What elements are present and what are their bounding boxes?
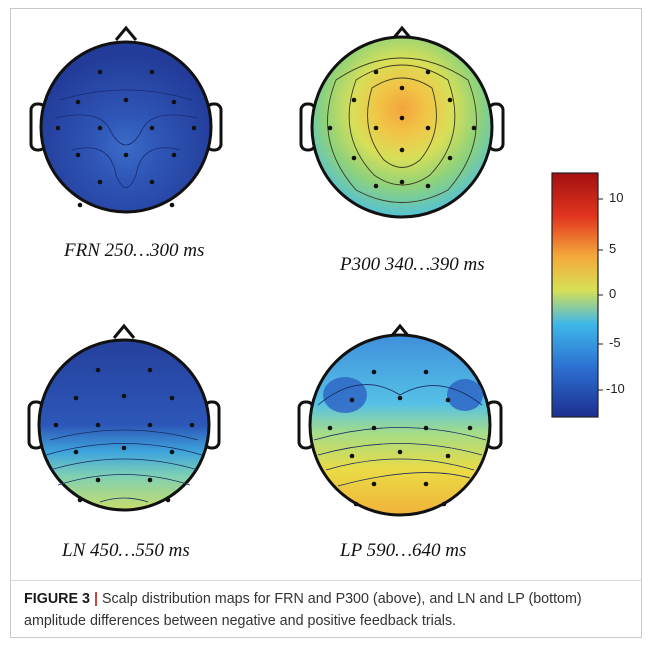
map-label-lp: LP 590…640 ms [340, 540, 467, 561]
map-label-ln: LN 450…550 ms [62, 540, 190, 561]
scalp-map-ln [27, 323, 221, 512]
scalp-disc [308, 333, 492, 517]
caption-divider [11, 580, 641, 581]
map-label-frn: FRN 250…300 ms [64, 240, 205, 261]
map-label-p300: P300 340…390 ms [340, 254, 485, 275]
colorbar-tick-label: -5 [609, 335, 621, 350]
figure-number: FIGURE 3 [24, 591, 90, 607]
colorbar-gradient [551, 172, 599, 418]
figure-caption: FIGURE 3 | Scalp distribution maps for FRN… [24, 588, 634, 632]
scalp-disc [37, 338, 211, 512]
nose-icon [114, 25, 138, 41]
nose-icon [112, 323, 136, 339]
scalp-map-lp [297, 323, 503, 517]
caption-separator: | [93, 591, 98, 607]
scalp-disc [39, 40, 213, 214]
scalp-map-frn [29, 25, 223, 214]
colorbar-tick-label: 5 [609, 241, 617, 256]
colorbar-tick-label: -10 [606, 381, 625, 396]
colorbar-tick-label: 0 [609, 286, 617, 301]
colorbar [551, 172, 603, 418]
figure-frame [10, 8, 642, 638]
caption-text: Scalp distribution maps for FRN and P300… [24, 591, 582, 629]
figure-graphic [27, 25, 603, 517]
scalp-disc [310, 35, 494, 219]
colorbar-tick-label: 10 [609, 190, 624, 205]
scalp-map-p300 [299, 25, 505, 219]
